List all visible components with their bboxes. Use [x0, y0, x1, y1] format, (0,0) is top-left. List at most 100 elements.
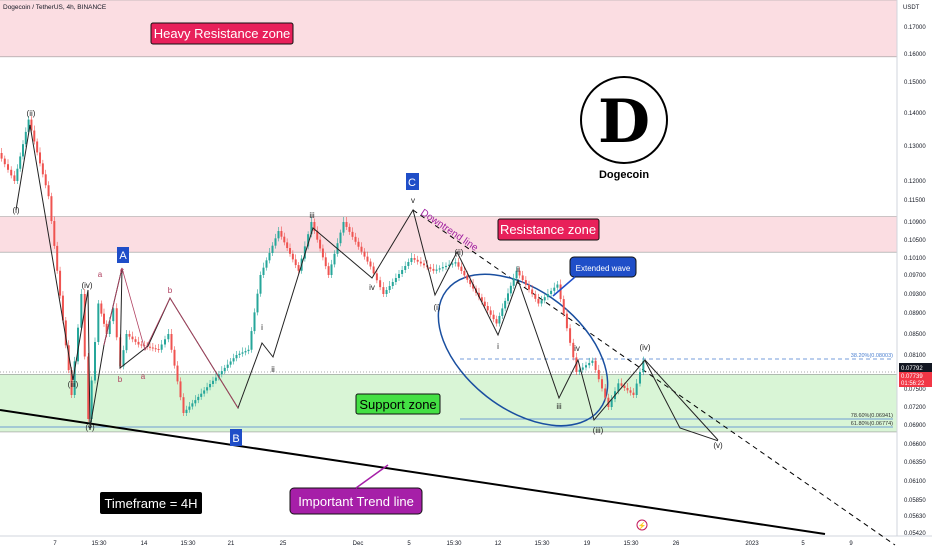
time-tick: 5: [407, 541, 411, 547]
candle-body: [372, 266, 375, 274]
candle-body: [507, 293, 509, 301]
candle-body: [61, 295, 64, 321]
candle-body: [585, 365, 587, 368]
candle-body: [594, 360, 597, 370]
downtrend-line[interactable]: [412, 209, 896, 546]
candle-body: [256, 293, 259, 313]
candle-body: [515, 270, 518, 279]
fib-label: 38.20%(0.08003): [851, 353, 893, 359]
wave-label-s-iii2: iii: [556, 402, 562, 411]
resistance-label[interactable]: Resistance zone: [497, 218, 600, 241]
candle-body: [164, 339, 166, 345]
extended-wave-label[interactable]: Extended wave: [569, 256, 637, 278]
wave-label-s-a2: a: [141, 372, 146, 381]
price-tick: 0.12000: [904, 179, 926, 185]
candle-body: [445, 265, 447, 268]
svg-text:Support zone: Support zone: [359, 397, 436, 412]
price-tick: 0.11500: [904, 198, 926, 204]
wave-label-s-b: b: [118, 375, 123, 384]
candle-body: [170, 334, 173, 350]
candle-body: [122, 350, 125, 367]
candle-body: [569, 328, 572, 343]
currency-label: USDT: [903, 5, 920, 11]
price-tick: 0.10500: [904, 238, 926, 244]
important-trend-line[interactable]: [0, 409, 826, 535]
timeframe-label[interactable]: Timeframe = 4H: [100, 492, 202, 514]
lightning-icon[interactable]: ⚡: [636, 519, 648, 531]
candle-body: [416, 259, 419, 262]
candle-body: [247, 349, 250, 352]
time-tick: Dec: [353, 541, 364, 547]
candle-body: [30, 119, 33, 131]
wave-label-w-v: (v): [85, 423, 95, 432]
candle-body: [632, 392, 635, 395]
candle-body: [460, 266, 463, 271]
candle-body: [154, 348, 157, 350]
trend-line-label[interactable]: Important Trend line: [289, 487, 423, 515]
candle-body: [238, 353, 241, 355]
candle-body: [531, 289, 534, 295]
candle-body: [59, 270, 62, 296]
candle-body: [206, 387, 209, 391]
candle-body: [407, 262, 410, 266]
candle-body: [354, 236, 357, 242]
candle-body: [620, 383, 623, 386]
candle-body: [173, 349, 176, 366]
candle-body: [581, 367, 584, 370]
time-tick: 15:30: [623, 541, 639, 547]
sub-wave-line: [103, 267, 239, 409]
svg-text:⚡: ⚡: [638, 521, 647, 530]
time-tick: 2023: [745, 541, 759, 547]
candle-body: [191, 403, 194, 407]
price-tick: 0.08900: [904, 311, 926, 317]
candle-body: [22, 144, 24, 157]
candle-body: [297, 265, 300, 271]
candle-body: [489, 310, 492, 315]
price-tick: 0.14000: [904, 111, 926, 117]
candle-body: [33, 130, 36, 142]
fib-levels: 38.20%(0.08003) 78.60%(0.06941) 61.80%(0.0…: [0, 353, 893, 428]
candle-body: [24, 131, 27, 145]
svg-text:Extended wave: Extended wave: [576, 264, 631, 273]
svg-text:01:56:22: 01:56:22: [901, 381, 925, 387]
candle-body: [73, 361, 76, 395]
candle-body: [83, 294, 86, 357]
wave-b-badge: B: [230, 429, 242, 446]
candle-body: [149, 346, 151, 348]
candle-body: [379, 280, 382, 288]
candle-body: [128, 334, 131, 337]
candle-body: [185, 409, 188, 413]
wave-label-s-i2: i: [497, 342, 499, 351]
support-label[interactable]: Support zone: [355, 393, 441, 415]
price-tick: 0.17000: [904, 25, 926, 31]
candle-body: [262, 267, 265, 275]
candle-body: [432, 268, 435, 271]
candle-body: [286, 242, 289, 249]
price-tick: 0.08500: [904, 332, 926, 338]
candle-body: [472, 284, 475, 289]
wave-label-s-iv2: iv: [574, 344, 580, 353]
candle-body: [268, 253, 271, 261]
candle-body: [524, 280, 527, 285]
price-tick: 0.10900: [904, 220, 926, 226]
wave-label-s-b2: b: [168, 286, 173, 295]
candle-body: [454, 262, 457, 264]
candle-body: [157, 349, 160, 350]
candle-body: [501, 308, 504, 316]
candle-body: [486, 306, 489, 311]
heavy-resistance-label[interactable]: Heavy Resistance zone: [150, 22, 294, 45]
candle-body: [36, 141, 39, 153]
candle-body: [546, 294, 549, 298]
candle-body: [534, 294, 537, 299]
candle-body: [375, 273, 378, 281]
candle-body: [575, 357, 578, 372]
fib-label: 61.80%(0.06774): [851, 421, 893, 427]
time-tick: 19: [584, 541, 591, 547]
candle-body: [271, 245, 274, 253]
svg-text:Timeframe = 4H: Timeframe = 4H: [104, 496, 197, 511]
candle-body: [200, 393, 203, 397]
candle-body: [578, 369, 581, 372]
candle-body: [540, 300, 543, 304]
candle-body: [342, 222, 345, 233]
